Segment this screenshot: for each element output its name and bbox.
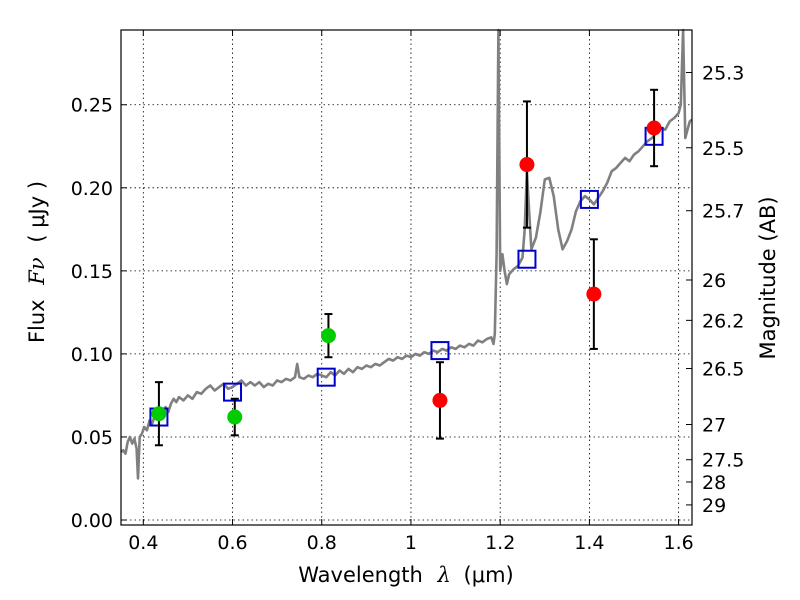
x-tick-label: 1 — [405, 532, 417, 554]
model-photometry-square — [517, 249, 537, 269]
x-tick-label: 0.6 — [217, 532, 247, 554]
right-tick-label: 25.7 — [702, 201, 744, 223]
x-tick-label: 1.2 — [485, 532, 515, 554]
y-tick-label: 0.25 — [71, 95, 113, 117]
grid — [121, 30, 692, 525]
sed-model-line — [120, 28, 693, 480]
x-tick-label: 1.6 — [664, 532, 694, 554]
observed-point-red — [586, 286, 602, 302]
y-tick-label: 0.00 — [71, 510, 113, 532]
model-photometry-square — [430, 341, 450, 361]
x-tick-label: 1.4 — [574, 532, 604, 554]
right-tick-label: 26.5 — [702, 359, 744, 381]
right-tick-label: 25.3 — [702, 63, 744, 85]
y-axis-symbol: Fν — [25, 257, 49, 286]
model-photometry-square — [316, 367, 336, 387]
x-axis-title: Wavelength λ (μm) — [298, 563, 513, 587]
y-tick-label: 0.10 — [71, 344, 113, 366]
y-axis-label: Flux — [25, 299, 49, 343]
right-tick-label: 28 — [702, 472, 726, 494]
right-tick-label: 25.5 — [702, 138, 744, 160]
plot-frame — [120, 29, 693, 526]
x-tick-label: 0.8 — [307, 532, 337, 554]
model-photometry-square — [223, 382, 243, 402]
series — [120, 28, 693, 480]
right-tick-label: 27 — [702, 415, 726, 437]
x-tick-label: 0.4 — [128, 532, 158, 554]
observed-point-green — [320, 328, 336, 344]
right-axis-title: Magnitude (AB) — [756, 196, 780, 359]
right-tick-label: 26 — [702, 270, 726, 292]
y-axis-unit: ( μJy ) — [25, 181, 49, 243]
model-photometry-square — [579, 189, 599, 209]
y-tick-label: 0.05 — [71, 427, 113, 449]
x-axis-label: Wavelength — [298, 563, 423, 587]
x-axis-symbol: λ — [437, 563, 451, 587]
y-tick-label: 0.20 — [71, 178, 113, 200]
right-tick-label: 27.5 — [702, 450, 744, 472]
y-axis-title: Flux Fν ( μJy ) — [25, 181, 49, 343]
y-tick-label: 0.15 — [71, 261, 113, 283]
ticks: 0.4 0.6 0.8 1 1.2 1.4 1.6 0.00 0.05 0.10 0.15 0.20 0… — [71, 30, 744, 554]
observed-point-red — [432, 392, 448, 408]
observed-point-red — [646, 120, 662, 136]
x-axis-unit: (μm) — [464, 563, 514, 587]
right-tick-label: 29 — [702, 495, 726, 517]
observed-point-green — [151, 406, 167, 422]
right-tick-label: 26.2 — [702, 310, 744, 332]
observed-point-red — [519, 157, 535, 173]
observed-point-green — [227, 409, 243, 425]
